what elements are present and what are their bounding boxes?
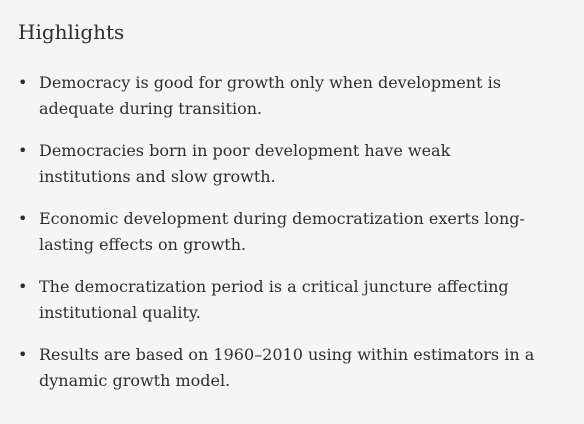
highlight-item: • Democracy is good for growth only when… [18, 70, 566, 122]
bullet-icon: • [18, 141, 28, 160]
bullet-icon: • [18, 209, 28, 228]
highlight-item: • Democracies born in poor development h… [18, 138, 566, 190]
highlight-item: • Results are based on 1960–2010 using w… [18, 342, 566, 394]
highlights-list: • Democracy is good for growth only when… [18, 70, 566, 394]
highlight-text: Democracy is good for growth only when d… [39, 73, 501, 118]
highlight-text: Democracies born in poor development hav… [39, 141, 451, 186]
highlights-heading: Highlights [18, 20, 125, 44]
highlight-text: Results are based on 1960–2010 using wit… [39, 345, 535, 390]
bullet-icon: • [18, 345, 28, 364]
highlight-item: • The democratization period is a critic… [18, 274, 566, 326]
bullet-icon: • [18, 73, 28, 92]
highlight-item: • Economic development during democratiz… [18, 206, 566, 258]
bullet-icon: • [18, 277, 28, 296]
highlight-text: The democratization period is a critical… [39, 277, 509, 322]
highlight-text: Economic development during democratizat… [39, 209, 525, 254]
